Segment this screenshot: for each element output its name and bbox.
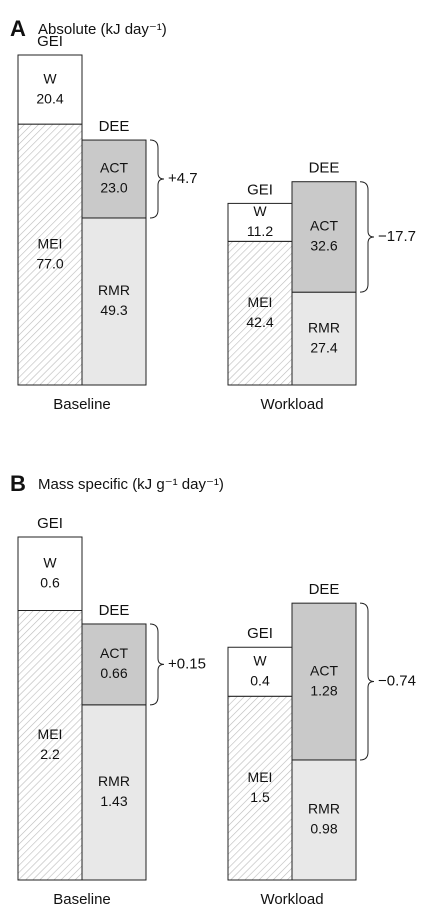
panel-letter: B [10,471,26,496]
segment-name: RMR [308,319,340,335]
segment-name: ACT [310,662,338,678]
segment-value: 1.5 [250,789,270,805]
bar-segment [81,704,147,881]
category-label: Workload [260,396,323,413]
segment-name: RMR [98,773,130,789]
segment-value: 0.6 [40,574,60,590]
segment-name: MEI [38,235,63,251]
difference-label: +0.15 [168,655,206,672]
segment-value: 0.98 [310,821,337,837]
category-label: Baseline [53,891,111,908]
panel-title: Absolute (kJ day⁻¹) [38,21,167,38]
difference-label: +4.7 [168,170,198,187]
difference-label: −0.74 [378,673,416,690]
bar-segment [291,181,357,293]
bar-segment [81,217,147,386]
brace [149,139,165,219]
segment-name: ACT [310,218,338,234]
brace [359,181,375,293]
category-label: Workload [260,891,323,908]
segment-value: 42.4 [246,314,273,330]
segment-value: 32.6 [310,238,337,254]
bar-segment [17,610,83,881]
segment-name: ACT [100,645,128,661]
segment-value: 1.43 [100,793,127,809]
segment-value: 23.0 [100,180,127,196]
bar-segment [291,602,357,761]
segment-value: 11.2 [247,223,273,239]
segment-name: RMR [98,282,130,298]
bar-segment [17,54,83,125]
bar-segment [81,139,147,219]
segment-name: W [253,203,267,219]
segment-name: ACT [100,160,128,176]
bar-segment [81,623,147,706]
brace [359,602,375,761]
bar-segment [227,646,293,697]
panel-title: Mass specific (kJ g⁻¹ day⁻¹) [38,476,224,493]
segment-name: W [253,652,267,668]
bar-segment [227,695,293,881]
difference-label: −17.7 [378,228,416,245]
stack-name: GEI [37,515,63,532]
segment-value: 0.66 [100,665,127,681]
brace [149,623,165,706]
stack-name: GEI [37,33,63,50]
category-label: Baseline [53,396,111,413]
segment-value: 1.28 [310,682,337,698]
stack-name: DEE [99,602,130,619]
segment-name: W [43,70,57,86]
panel-letter: A [10,16,26,41]
segment-name: RMR [308,801,340,817]
segment-value: 0.4 [250,672,270,688]
bar-segment [17,536,83,611]
segment-name: MEI [38,726,63,742]
stack-name: GEI [247,625,273,642]
stack-name: DEE [309,581,340,598]
bar-segment [291,291,357,386]
segment-name: MEI [248,294,273,310]
bar-segment [291,759,357,881]
stack-name: GEI [247,181,273,198]
stack-name: DEE [309,160,340,177]
stack-name: DEE [99,118,130,135]
bar-segment [227,202,293,242]
segment-value: 77.0 [36,255,63,271]
segment-value: 49.3 [100,302,127,318]
segment-name: MEI [248,769,273,785]
segment-value: 2.2 [40,746,60,762]
segment-name: W [43,554,57,570]
segment-value: 20.4 [36,90,63,106]
segment-value: 27.4 [310,339,337,355]
